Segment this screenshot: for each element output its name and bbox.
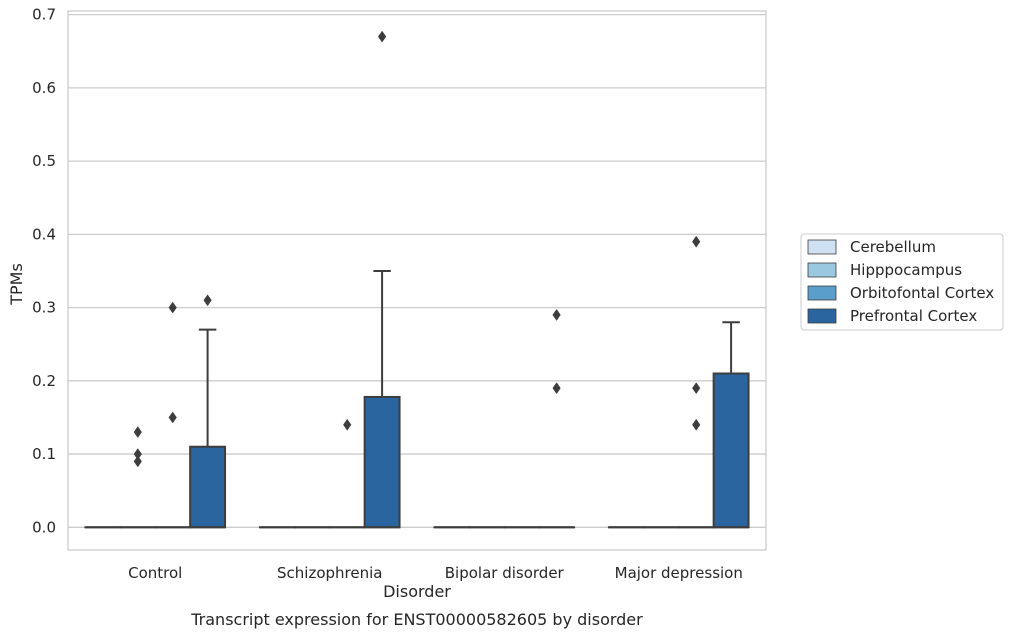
outlier-point <box>552 308 561 321</box>
outlier-point <box>133 426 142 439</box>
legend-swatch <box>807 262 837 278</box>
box-group <box>538 308 576 529</box>
x-tick-labels: Control Schizophrenia Bipolar disorder Majo… <box>128 564 743 582</box>
y-axis-label: TPMs <box>7 263 26 306</box>
box <box>189 445 227 529</box>
box <box>363 395 401 529</box>
y-tick-label: 0.4 <box>32 225 56 243</box>
x-tick-label: Major depression <box>615 564 743 582</box>
legend-label: Cerebellum <box>850 238 936 256</box>
chart-caption: Transcript expression for ENST0000058260… <box>190 610 643 629</box>
legend-frame <box>800 233 1004 331</box>
outlier-point <box>692 382 701 395</box>
box-group <box>189 294 227 529</box>
outlier-point <box>168 301 177 314</box>
y-tick-label: 0.1 <box>32 445 56 463</box>
y-tick-label: 0.2 <box>32 372 56 390</box>
box-group <box>154 301 192 529</box>
box <box>712 372 750 529</box>
y-tick-label: 0.7 <box>32 6 56 24</box>
x-tick-label: Schizophrenia <box>277 564 382 582</box>
x-tick-label: Control <box>128 564 182 582</box>
y-tick-label: 0.5 <box>32 152 56 170</box>
legend-label: Prefrontal Cortex <box>850 307 977 325</box>
box-group <box>119 426 157 529</box>
outlier-point <box>133 455 142 468</box>
box-group <box>677 235 715 529</box>
box-group <box>712 321 750 529</box>
legend-swatch <box>807 308 837 324</box>
legend-label: Orbitofontal Cortex <box>850 284 994 302</box>
legend-swatch <box>807 285 837 301</box>
plot-frame <box>67 10 767 551</box>
legend: Cerebellum Hipppocampus Orbitofontal Corte… <box>800 233 1004 331</box>
box-series <box>84 30 750 529</box>
y-tick-label: 0.6 <box>32 79 56 97</box>
outlier-point <box>377 30 387 43</box>
outlier-point <box>692 418 701 431</box>
outlier-point <box>552 382 561 395</box>
y-tick-labels: 0.0 0.1 0.2 0.3 0.4 0.5 0.6 0.7 <box>32 6 56 537</box>
x-axis-label: Disorder <box>383 582 451 601</box>
outlier-point <box>692 235 701 248</box>
outlier-point <box>343 418 352 431</box>
box-group <box>328 418 366 529</box>
y-tick-label: 0.0 <box>32 518 56 536</box>
box-group <box>363 30 401 529</box>
legend-label: Hipppocampus <box>850 261 962 279</box>
x-tick-label: Bipolar disorder <box>445 564 565 582</box>
legend-swatch <box>807 239 837 255</box>
outlier-point <box>203 294 212 307</box>
y-gridlines <box>68 14 766 528</box>
outlier-point <box>133 448 142 461</box>
outlier-point <box>168 411 177 424</box>
y-tick-label: 0.3 <box>32 299 56 317</box>
legend-items: Cerebellum Hipppocampus Orbitofontal Corte… <box>807 238 994 325</box>
